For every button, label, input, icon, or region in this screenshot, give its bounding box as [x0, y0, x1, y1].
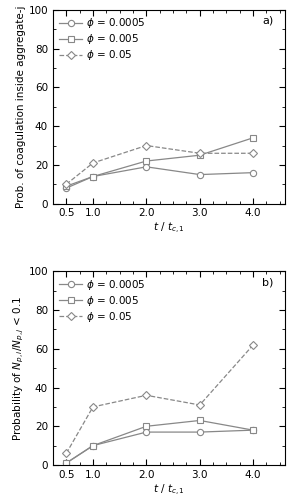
- $\phi$ = 0.05: [145, 142, 148, 148]
- Line: $\phi$ = 0.005: $\phi$ = 0.005: [63, 418, 256, 466]
- $\phi$ = 0.005: [198, 152, 201, 158]
- $\phi$ = 0.05: [251, 150, 255, 156]
- $\phi$ = 0.0005: [145, 164, 148, 170]
- $\phi$ = 0.0005: [251, 427, 255, 433]
- $\phi$ = 0.05: [198, 402, 201, 408]
- $\phi$ = 0.05: [91, 160, 95, 166]
- Legend: $\phi$ = 0.0005, $\phi$ = 0.005, $\phi$ = 0.05: $\phi$ = 0.0005, $\phi$ = 0.005, $\phi$ …: [57, 14, 148, 64]
- X-axis label: $t$ / $t_{c,1}$: $t$ / $t_{c,1}$: [153, 482, 185, 498]
- $\phi$ = 0.005: [145, 158, 148, 164]
- $\phi$ = 0.005: [91, 174, 95, 180]
- $\phi$ = 0.005: [64, 183, 68, 189]
- $\phi$ = 0.005: [251, 427, 255, 433]
- $\phi$ = 0.0005: [198, 172, 201, 177]
- $\phi$ = 0.0005: [145, 429, 148, 435]
- $\phi$ = 0.0005: [91, 442, 95, 448]
- Line: $\phi$ = 0.05: $\phi$ = 0.05: [63, 342, 256, 456]
- $\phi$ = 0.005: [198, 418, 201, 424]
- $\phi$ = 0.005: [145, 424, 148, 430]
- $\phi$ = 0.005: [91, 442, 95, 448]
- Line: $\phi$ = 0.005: $\phi$ = 0.005: [63, 134, 256, 190]
- $\phi$ = 0.05: [91, 404, 95, 410]
- $\phi$ = 0.05: [64, 182, 68, 188]
- $\phi$ = 0.005: [64, 460, 68, 466]
- $\phi$ = 0.05: [145, 392, 148, 398]
- $\phi$ = 0.05: [251, 342, 255, 348]
- Text: a): a): [262, 16, 273, 26]
- Legend: $\phi$ = 0.0005, $\phi$ = 0.005, $\phi$ = 0.05: $\phi$ = 0.0005, $\phi$ = 0.005, $\phi$ …: [57, 276, 148, 326]
- Line: $\phi$ = 0.05: $\phi$ = 0.05: [63, 142, 256, 188]
- $\phi$ = 0.0005: [64, 460, 68, 466]
- $\phi$ = 0.05: [198, 150, 201, 156]
- Y-axis label: Probability of $N_{p,i}/N_{p,j}$ < 0.1: Probability of $N_{p,i}/N_{p,j}$ < 0.1: [11, 296, 26, 440]
- $\phi$ = 0.05: [64, 450, 68, 456]
- X-axis label: $t$ / $t_{c,1}$: $t$ / $t_{c,1}$: [153, 222, 185, 236]
- Y-axis label: Prob. of coagulation inside aggregate-j: Prob. of coagulation inside aggregate-j: [16, 6, 26, 208]
- $\phi$ = 0.0005: [251, 170, 255, 175]
- $\phi$ = 0.0005: [64, 185, 68, 191]
- $\phi$ = 0.0005: [91, 174, 95, 180]
- Text: b): b): [262, 277, 273, 287]
- $\phi$ = 0.005: [251, 135, 255, 141]
- Line: $\phi$ = 0.0005: $\phi$ = 0.0005: [63, 164, 256, 192]
- $\phi$ = 0.0005: [198, 429, 201, 435]
- Line: $\phi$ = 0.0005: $\phi$ = 0.0005: [63, 427, 256, 466]
